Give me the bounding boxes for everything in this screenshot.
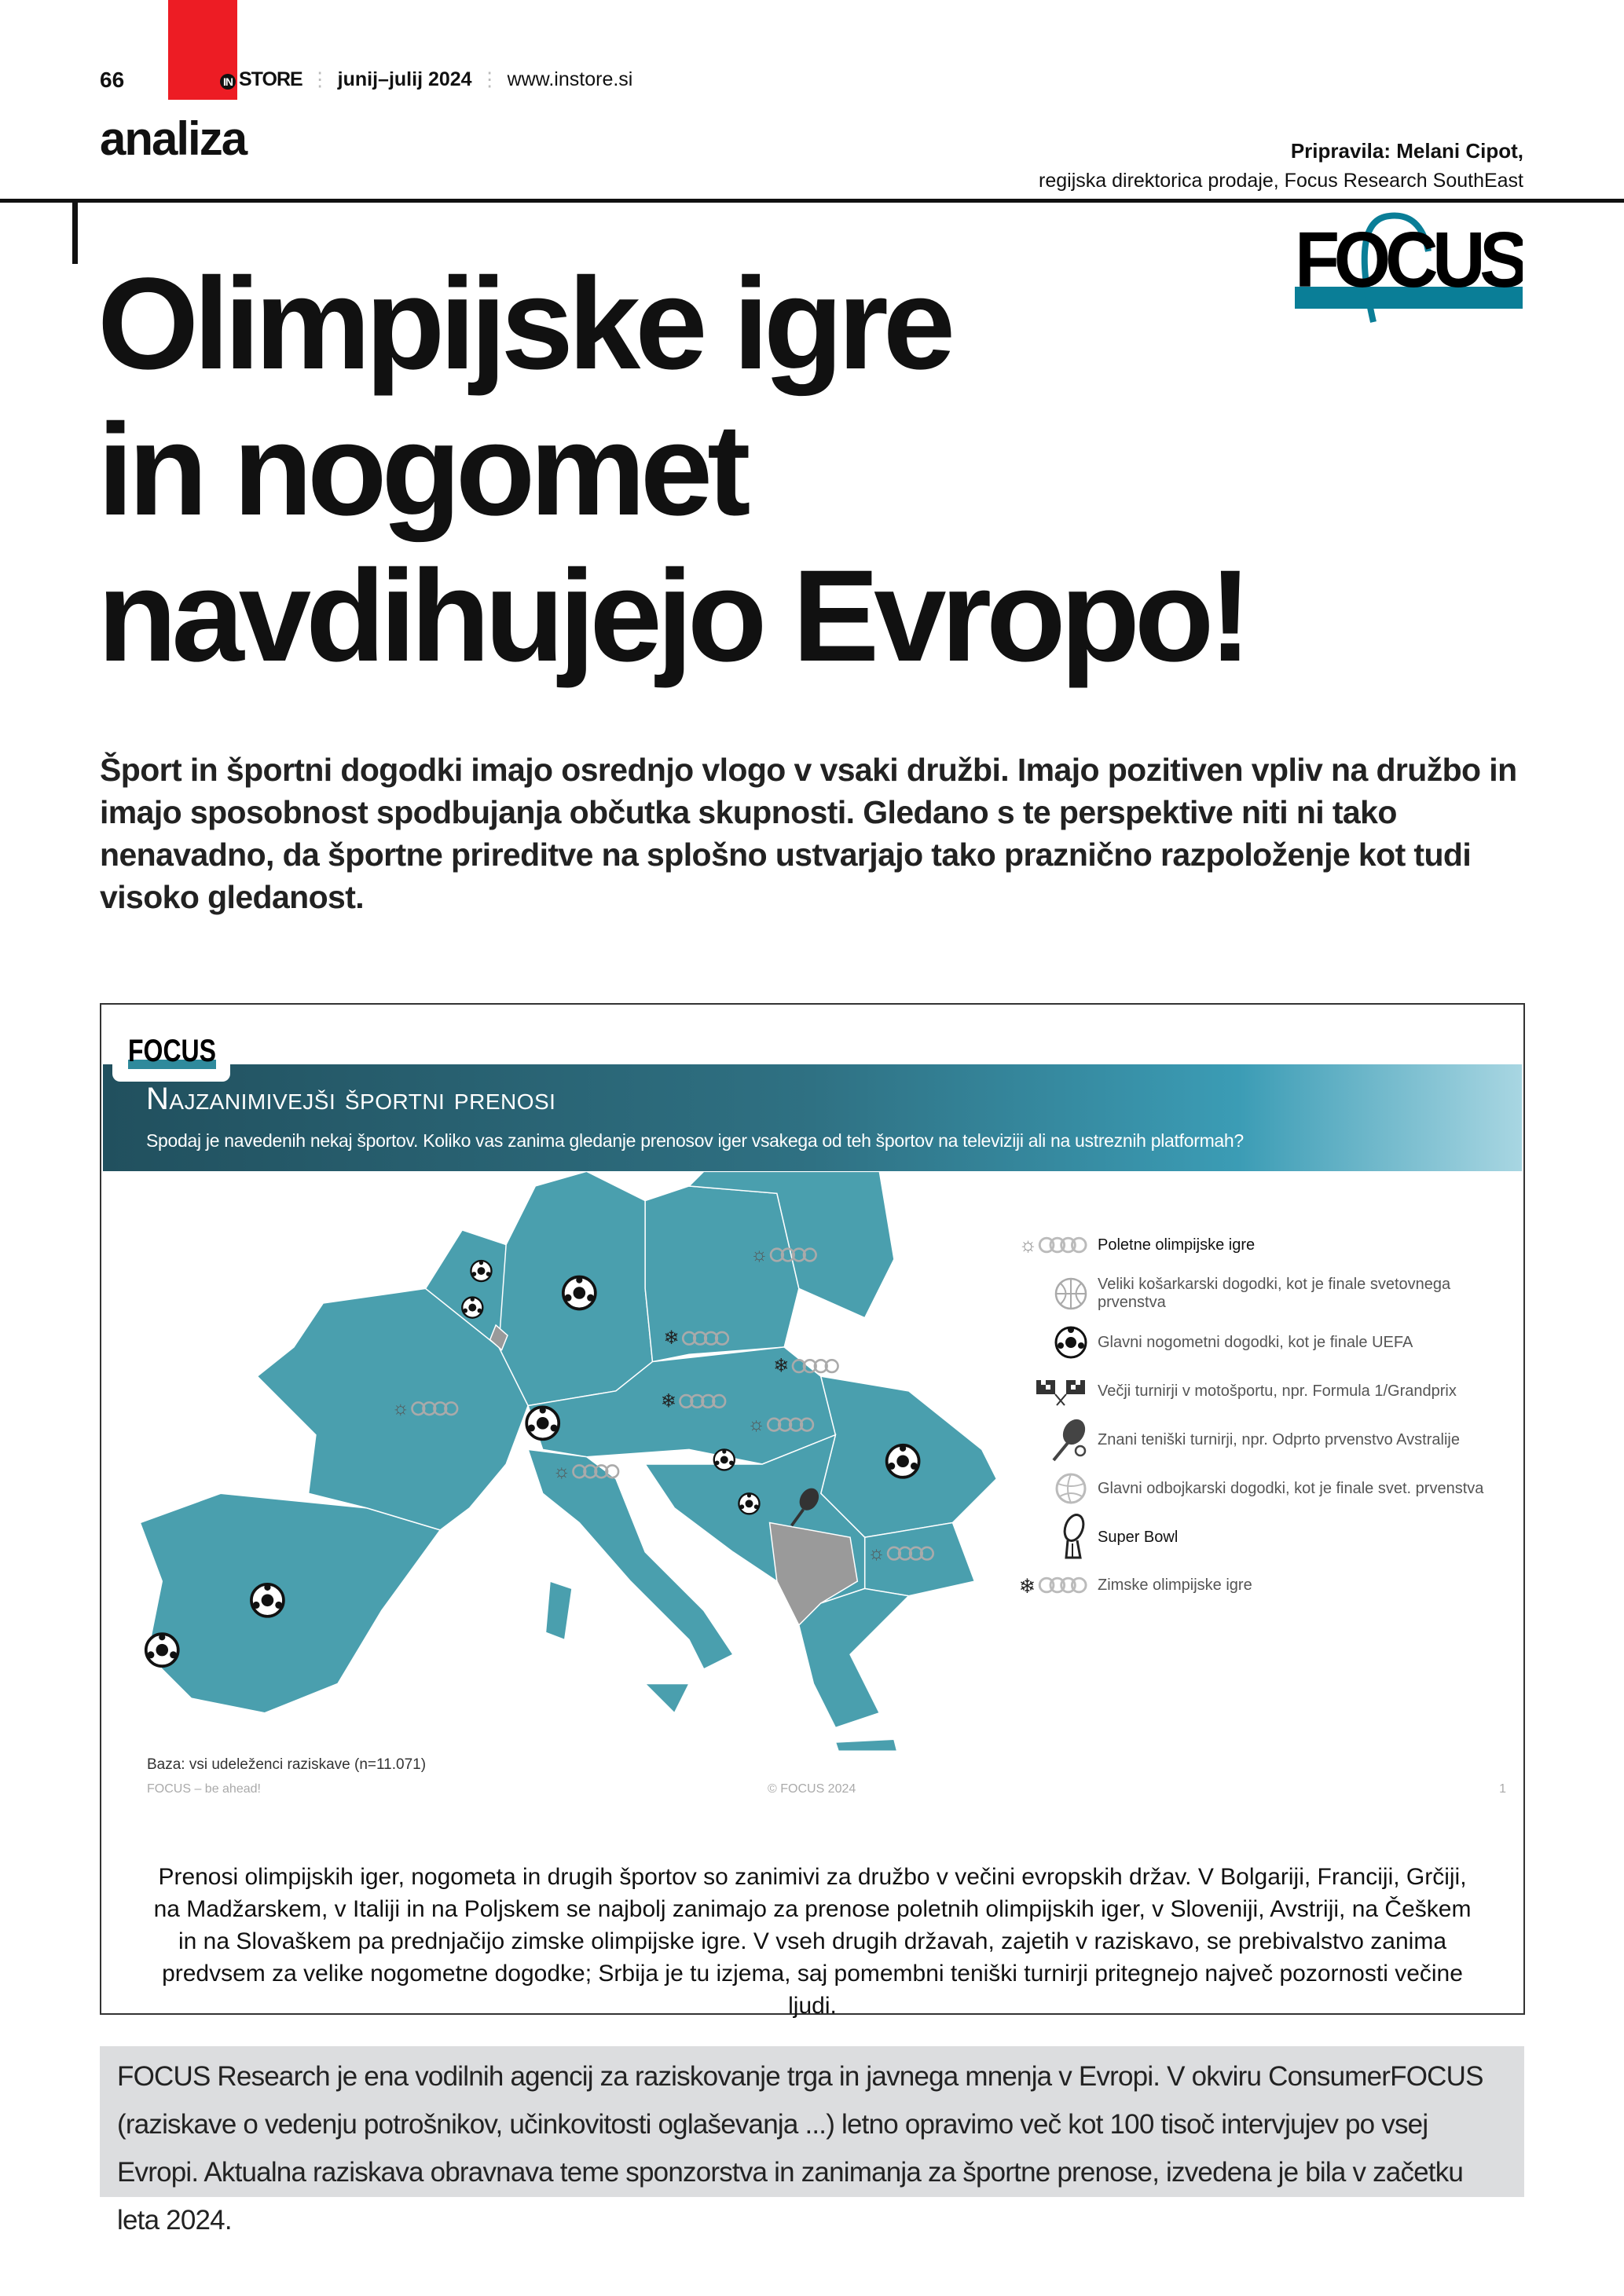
legend-item: Znani teniški turnirji, npr. Odprto prve…	[1011, 1415, 1514, 1464]
article-title: Olimpijske igre in nogomet navdihujejo E…	[97, 251, 1252, 690]
publication-name: STORE	[239, 68, 303, 90]
header-rule	[0, 199, 1624, 203]
masthead: IN STORE ⋮ junij–julij 2024 ⋮ www.instore…	[220, 68, 632, 91]
legend-item: Večji turnirji v motošportu, npr. Formul…	[1011, 1367, 1514, 1415]
summer-olympics-icon: ☼	[748, 1414, 815, 1435]
figure-footer-tagline: FOCUS – be ahead!	[147, 1782, 261, 1796]
svg-text:☼: ☼	[867, 1543, 885, 1564]
map-region-italy	[527, 1448, 735, 1670]
svg-text:☼: ☼	[392, 1398, 409, 1419]
title-line: in nogomet	[97, 397, 750, 543]
focus-mini-logo: FOCUS	[112, 1020, 230, 1082]
winter-olympics-icon: ❄	[664, 1327, 730, 1349]
legend-item: ❄ Zimske olimpijske igre	[1011, 1562, 1514, 1609]
figure-box: Najzanimivejši športni prenosi Spodaj je…	[100, 1003, 1525, 2019]
winter-olympics-icon: ❄	[773, 1356, 839, 1377]
svg-text:☼: ☼	[748, 1414, 765, 1435]
legend-item: ☼ Poletne olimpijske igre	[1011, 1221, 1514, 1269]
focus-logo: FOCUS	[1295, 212, 1523, 323]
racing-flags-icon	[1011, 1368, 1098, 1415]
figure-caption: Prenosi olimpijskih iger, nogometa in dr…	[153, 1864, 1472, 2019]
svg-text:❄: ❄	[773, 1356, 789, 1377]
legend-item: Super Bowl	[1011, 1513, 1514, 1562]
map-region-luxembourg-no-data	[489, 1324, 508, 1351]
title-marker	[72, 203, 78, 264]
map-region-iberia	[139, 1492, 442, 1714]
soccer-ball-icon	[470, 1259, 493, 1283]
page-number: 66	[100, 68, 125, 92]
title-line: navdihujejo Evropo!	[97, 544, 1252, 689]
map-region-sicily	[643, 1683, 691, 1715]
svg-text:☼: ☼	[1019, 1234, 1037, 1256]
author-name: Pripravila: Melani Cipot,	[1290, 139, 1523, 163]
legend-label: Veliki košarkarski dogodki, kot je final…	[1098, 1276, 1451, 1311]
soccer-ball-icon	[1011, 1319, 1098, 1366]
winter-olympics-icon: ❄	[1011, 1562, 1098, 1609]
summer-olympics-icon: ☼	[1011, 1221, 1098, 1269]
svg-text:☼: ☼	[553, 1461, 570, 1482]
figure-banner: Najzanimivejši športni prenosi Spodaj je…	[103, 1064, 1522, 1171]
svg-text:FOCUS: FOCUS	[128, 1034, 216, 1068]
tennis-icon	[790, 1488, 819, 1527]
author-byline: Pripravila: Melani Cipot, regijska direk…	[1039, 137, 1523, 196]
svg-text:☼: ☼	[750, 1244, 768, 1265]
summer-olympics-icon: ☼	[867, 1543, 934, 1564]
figure-subtitle: Spodaj je navedenih nekaj športov. Kolik…	[146, 1130, 1244, 1151]
about-box: FOCUS Research je ena vodilnih agencij z…	[100, 2046, 1524, 2236]
map-region-sardinia	[544, 1580, 573, 1641]
summer-olympics-icon: ☼	[750, 1244, 817, 1265]
website-link[interactable]: www.instore.si	[507, 68, 633, 90]
map-region-greece	[797, 1587, 911, 1729]
tennis-icon	[1011, 1416, 1098, 1463]
divider: ⋮	[310, 68, 330, 90]
title-line: Olimpijske igre	[97, 251, 955, 397]
legend-label: Zimske olimpijske igre	[1098, 1576, 1252, 1594]
section-label: analiza	[100, 112, 247, 165]
legend-item: Glavni odbojkarski dogodki, kot je final…	[1011, 1464, 1514, 1513]
svg-text:❄: ❄	[664, 1327, 680, 1349]
map-region-crete	[834, 1738, 898, 1752]
basketball-icon	[1011, 1270, 1098, 1317]
figure-footer-copyright: © FOCUS 2024	[768, 1782, 856, 1796]
map-region-baltic-region	[687, 1171, 895, 1319]
svg-text:FOCUS: FOCUS	[1295, 216, 1523, 304]
publication-logo: IN STORE	[220, 68, 303, 91]
legend-label: Poletne olimpijske igre	[1098, 1236, 1256, 1254]
soccer-ball-icon	[250, 1582, 285, 1618]
legend-label: Super Bowl	[1098, 1528, 1179, 1546]
europe-map: ☼ ☼ ❄ ❄ ☼ ❄ ☼ ☼	[139, 1171, 998, 1752]
issue-date: junij–julij 2024	[337, 68, 472, 90]
soccer-ball-icon	[461, 1296, 484, 1319]
winter-olympics-icon: ❄	[661, 1390, 727, 1412]
map-legend: ☼ Poletne olimpijske igre Veliki košarkars…	[1011, 1221, 1514, 1609]
soccer-ball-icon	[144, 1632, 180, 1668]
divider: ⋮	[479, 68, 500, 90]
legend-label: Glavni nogometni dogodki, kot je finale …	[1098, 1333, 1413, 1351]
in-badge: IN	[220, 73, 236, 90]
svg-text:❄: ❄	[661, 1390, 676, 1412]
super-bowl-trophy-icon	[1011, 1514, 1098, 1561]
author-role: regijska direktorica prodaje, Focus Rese…	[1039, 170, 1523, 192]
legend-label: Glavni odbojkarski dogodki, kot je final…	[1098, 1479, 1484, 1497]
lead-paragraph: Šport in športni dogodki imajo osrednjo …	[100, 752, 1517, 915]
soccer-ball-icon	[885, 1443, 921, 1479]
soccer-ball-icon	[525, 1405, 561, 1441]
legend-label: Večji turnirji v motošportu, npr. Formul…	[1098, 1382, 1457, 1400]
legend-item: Glavni nogometni dogodki, kot je finale …	[1011, 1318, 1514, 1367]
figure-title: Najzanimivejši športni prenosi	[146, 1082, 556, 1116]
summer-olympics-icon: ☼	[553, 1461, 620, 1482]
soccer-ball-icon	[738, 1492, 761, 1515]
legend-label: Znani teniški turnirji, npr. Odprto prve…	[1098, 1430, 1460, 1448]
legend-item: Veliki košarkarski dogodki, kot je final…	[1011, 1269, 1514, 1318]
soccer-ball-icon	[713, 1448, 736, 1471]
volleyball-icon	[1011, 1465, 1098, 1512]
svg-text:❄: ❄	[1019, 1576, 1036, 1598]
figure-footer-page: 1	[1499, 1782, 1506, 1796]
summer-olympics-icon: ☼	[392, 1398, 459, 1419]
base-note: Baza: vsi udeleženci raziskave (n=11.071…	[147, 1756, 427, 1773]
about-text: FOCUS Research je ena vodilnih agencij z…	[117, 2061, 1483, 2236]
soccer-ball-icon	[561, 1275, 597, 1311]
